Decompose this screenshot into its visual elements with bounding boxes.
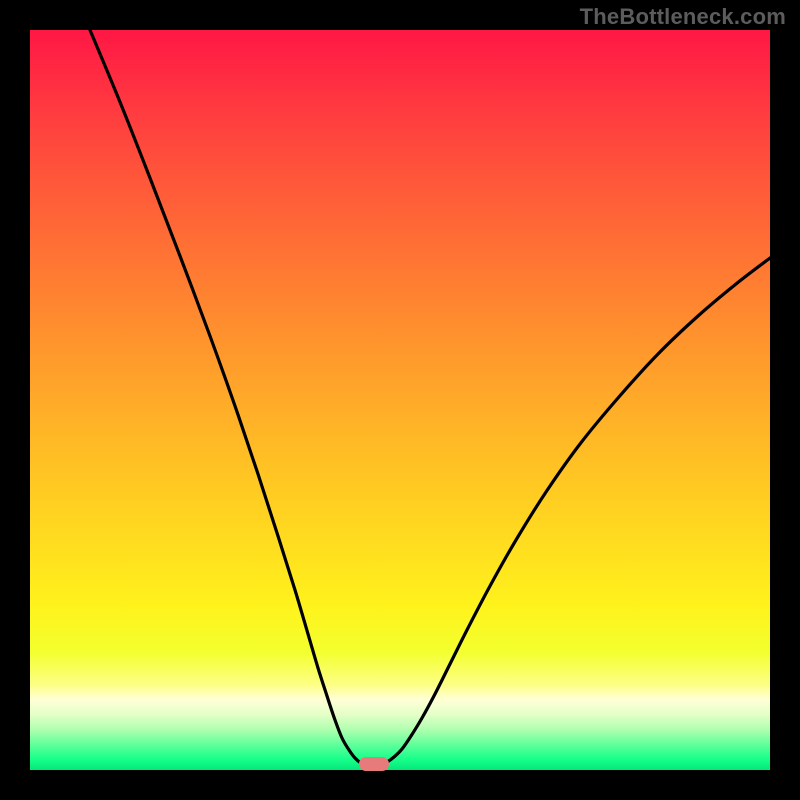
bottleneck-curve-path [90,30,770,766]
plot-frame [30,30,770,770]
chart-canvas: TheBottleneck.com [0,0,800,800]
bottleneck-curve [30,30,770,770]
watermark-text: TheBottleneck.com [580,4,786,30]
minimum-marker [359,757,389,771]
